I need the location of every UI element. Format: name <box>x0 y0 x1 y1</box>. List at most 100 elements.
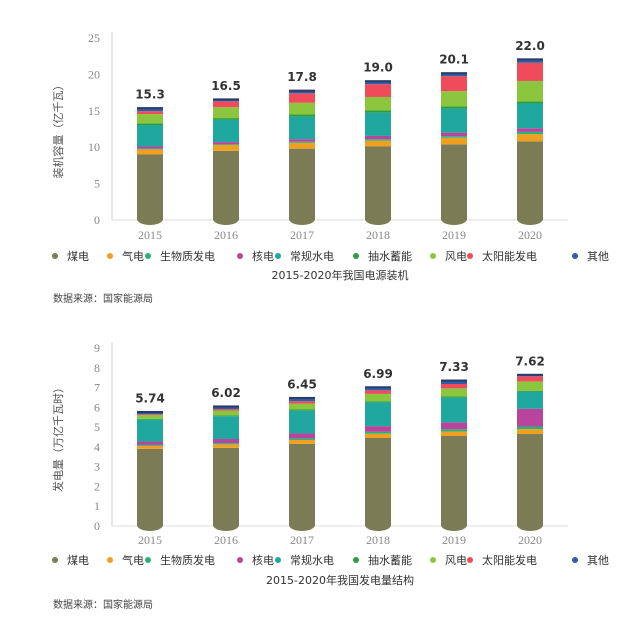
total-label: 6.45 <box>287 377 317 391</box>
legend-swatch <box>353 557 359 563</box>
legend-item-常规水电: 常规水电 <box>275 249 334 263</box>
legend-swatch <box>467 557 473 563</box>
total-label: 16.5 <box>211 79 241 93</box>
bar-segment-抽水蓄能 <box>213 415 239 417</box>
bar-stack-2015 <box>137 107 163 225</box>
bar-segment-风电 <box>213 410 239 416</box>
bar-segment-煤电 <box>213 150 239 220</box>
legend-label: 生物质发电 <box>160 553 215 567</box>
bar-segment-煤电 <box>365 437 391 526</box>
bar-segment-风电 <box>517 80 543 102</box>
y-tick-label: 0 <box>94 519 100 533</box>
x-tick-label: 2020 <box>518 533 542 547</box>
total-label: 20.1 <box>439 53 469 67</box>
bar-segment-其他 <box>213 99 239 102</box>
bar-segment-煤电 <box>137 448 163 526</box>
bar-segment-生物质发电 <box>289 141 315 143</box>
bar-base-cap <box>137 519 163 531</box>
legend-item-抽水蓄能: 抽水蓄能 <box>353 249 412 263</box>
x-tick-label: 2018 <box>366 228 390 242</box>
bar-segment-风电 <box>517 381 543 391</box>
bar-segment-抽水蓄能 <box>517 390 543 392</box>
bar-stack-2020 <box>517 373 543 531</box>
legend-item-生物质发电: 生物质发电 <box>145 249 215 263</box>
bar-segment-煤电 <box>517 141 543 220</box>
bar-segment-气电 <box>213 444 239 448</box>
bar-stack-2020 <box>517 58 543 225</box>
legend-item-气电: 气电 <box>107 553 144 567</box>
legend-swatch <box>107 557 113 563</box>
bar-segment-抽水蓄能 <box>365 110 391 113</box>
legend-label: 气电 <box>122 249 144 263</box>
bar-segment-气电 <box>289 142 315 149</box>
y-tick-label: 0 <box>94 213 100 227</box>
legend-swatch <box>467 253 473 259</box>
bar-segment-风电 <box>137 415 163 419</box>
bar-segment-太阳能发电 <box>137 111 163 115</box>
bar-segment-气电 <box>365 140 391 147</box>
bar-segment-其他 <box>441 73 467 77</box>
bar-segment-太阳能发电 <box>365 84 391 97</box>
bar-segment-其他 <box>213 406 239 410</box>
y-tick-label: 1 <box>94 499 100 513</box>
bar-segment-煤电 <box>289 148 315 220</box>
bar-segment-太阳能发电 <box>441 76 467 92</box>
y-tick-label: 2 <box>94 479 100 493</box>
bar-stack-2018 <box>365 80 391 225</box>
y-tick-label: 10 <box>88 140 100 154</box>
y-tick-label: 15 <box>88 104 100 118</box>
legend-label: 生物质发电 <box>160 249 215 263</box>
x-tick-label: 2020 <box>518 228 542 242</box>
bar-base-cap <box>137 213 163 225</box>
x-tick-label: 2016 <box>214 228 238 242</box>
bar-segment-常规水电 <box>137 419 163 442</box>
bar-segment-太阳能发电 <box>289 401 315 404</box>
bar-segment-风电 <box>365 96 391 111</box>
bar-stack-2017 <box>289 89 315 225</box>
legend-label: 风电 <box>445 250 467 263</box>
bar-segment-煤电 <box>137 154 163 220</box>
y-tick-label: 25 <box>88 31 100 45</box>
bar-stack-2015 <box>137 410 163 531</box>
legend-label: 常规水电 <box>290 553 334 567</box>
source-note-1: 数据来源：国家能源局 <box>53 294 153 305</box>
bar-segment-生物质发电 <box>517 131 543 135</box>
bar-segment-风电 <box>213 107 239 119</box>
bar-segment-太阳能发电 <box>137 414 163 416</box>
bar-stack-2016 <box>213 98 239 225</box>
y-tick-label: 9 <box>94 341 100 355</box>
generation-structure-chart: 0 1 2 3 4 5 6 7 8 9 发电量（万亿千瓦时） 5.74 2015 6.02 2016 6.45… <box>51 341 609 587</box>
y-axis-label: 发电量（万亿千瓦时） <box>51 382 65 492</box>
source-note-2: 数据来源：国家能源局 <box>53 600 153 611</box>
y-tick-label: 7 <box>94 381 100 395</box>
legend-item-风电: 风电 <box>430 554 467 567</box>
y-tick-label: 20 <box>88 67 100 81</box>
legend-swatch <box>52 557 58 563</box>
bar-segment-煤电 <box>441 436 467 526</box>
total-label: 7.62 <box>515 354 545 368</box>
installed-capacity-chart: 0 5 10 15 20 25 装机容量（亿千瓦） 15.3 2015 16.5 2016 17.8 2… <box>51 31 609 282</box>
legend-item-其他: 其他 <box>572 250 609 263</box>
total-label: 15.3 <box>135 88 165 102</box>
bar-top-cap <box>365 386 391 389</box>
bar-segment-常规水电 <box>517 391 543 409</box>
legend-swatch <box>430 253 436 259</box>
bar-segment-风电 <box>289 102 315 115</box>
bar-segment-太阳能发电 <box>289 93 315 103</box>
legend-label: 煤电 <box>67 554 89 567</box>
bar-segment-其他 <box>441 381 467 384</box>
legend-item-风电: 风电 <box>430 250 467 263</box>
bar-segment-常规水电 <box>441 397 467 423</box>
total-label: 5.74 <box>135 391 165 405</box>
bar-segment-生物质发电 <box>441 136 467 138</box>
total-label: 7.33 <box>439 360 469 374</box>
bar-top-cap <box>441 379 467 382</box>
legend-swatch <box>145 557 151 563</box>
bar-base-cap <box>517 519 543 531</box>
legend-item-煤电: 煤电 <box>52 554 89 567</box>
legend-label: 常规水电 <box>290 249 334 263</box>
bar-segment-抽水蓄能 <box>137 418 163 420</box>
bar-segment-太阳能发电 <box>213 101 239 108</box>
legend-item-常规水电: 常规水电 <box>275 553 334 567</box>
bar-segment-煤电 <box>289 443 315 526</box>
